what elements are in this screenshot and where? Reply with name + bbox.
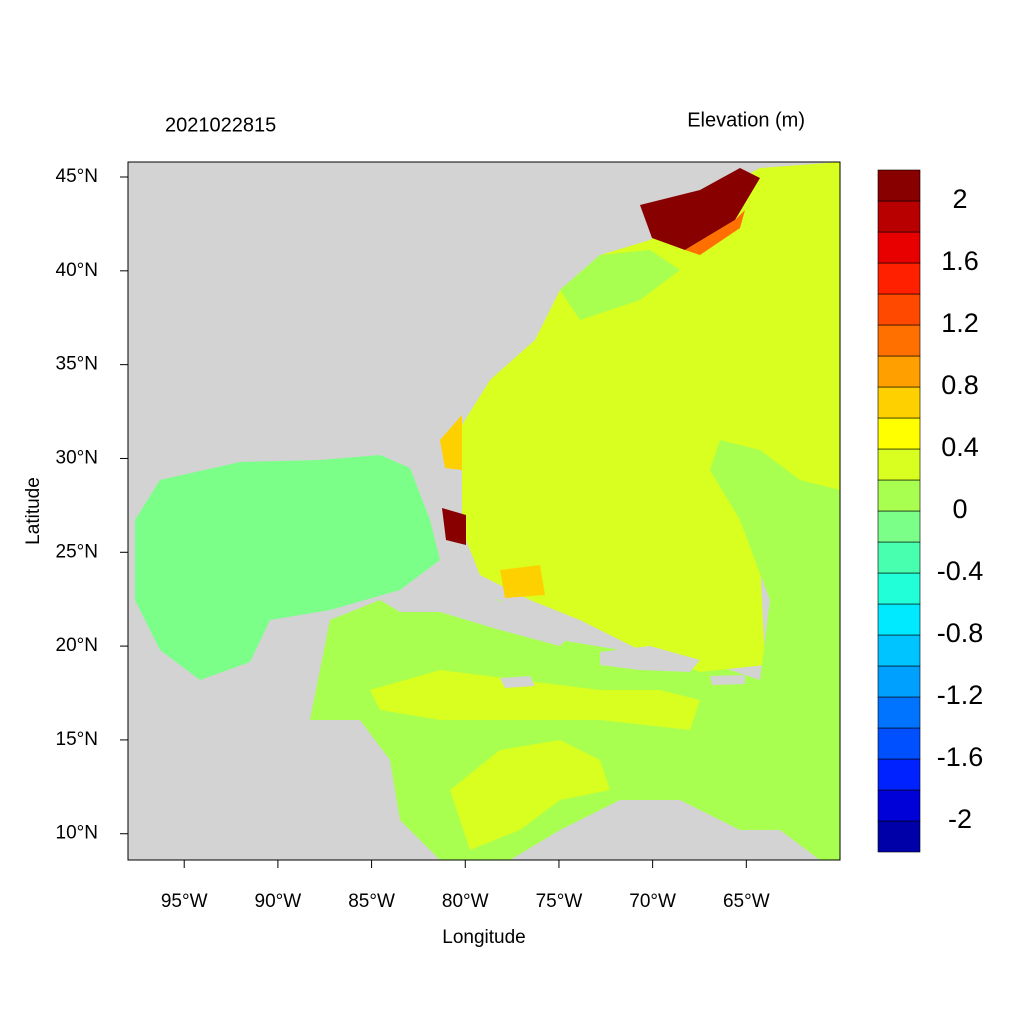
x-tick-label: 75°W	[536, 891, 583, 912]
y-tick-label: 35°N	[56, 354, 98, 375]
atlantic	[462, 162, 840, 672]
colorbar-box	[877, 820, 921, 853]
colorbar-label: 0	[952, 494, 967, 524]
south-florida	[442, 508, 466, 545]
y-tick-label: 10°N	[56, 823, 98, 844]
map-title: 2021022815	[165, 114, 276, 136]
colorbar-box	[877, 448, 921, 481]
colorbar-box	[877, 634, 921, 667]
colorbar-label: 1.2	[941, 308, 979, 338]
colorbar-box	[877, 293, 921, 326]
colorbar-box	[877, 758, 921, 791]
y-tick-label: 45°N	[56, 166, 98, 187]
gulf-of-mexico	[135, 455, 440, 680]
colorbar-box	[877, 169, 921, 202]
y-tick-label: 15°N	[56, 729, 98, 750]
colorbar-box	[877, 417, 921, 450]
colorbar-label: -1.6	[937, 742, 984, 772]
x-tick-label: 80°W	[442, 891, 489, 912]
colorbar-box	[877, 572, 921, 605]
colorbar-label: -0.8	[937, 618, 984, 648]
colorbar-label: -1.2	[937, 680, 984, 710]
y-axis-label: Latitude	[23, 477, 44, 545]
east-atlantic	[710, 440, 840, 860]
colorbar-box	[877, 665, 921, 698]
colorbar-box	[877, 200, 921, 233]
colorbar-label: 1.6	[941, 246, 979, 276]
gulf-of-maine-edge	[685, 210, 745, 255]
colorbar: -2 -1.6 -1.2 -0.8 -0.4 0 0.4 0.8 1.2 1.6 2	[877, 169, 984, 853]
colorbar-box	[877, 603, 921, 636]
caribbean-band	[370, 670, 700, 730]
y-tick-label: 25°N	[56, 541, 98, 562]
colorbar-box	[877, 510, 921, 543]
georgia-bight	[440, 415, 462, 470]
colorbar-label: -0.4	[937, 556, 984, 586]
caribbean	[310, 590, 840, 860]
variable-label: Elevation (m)	[687, 109, 805, 131]
colorbar-label: 0.8	[941, 370, 979, 400]
axes: 95°W 90°W 85°W 80°W 75°W 70°W 65°W 10°N 15°N 20°N…	[56, 166, 770, 912]
x-tick-label: 95°W	[161, 891, 208, 912]
puerto-rico	[710, 675, 745, 685]
cuba	[380, 588, 572, 646]
x-axis-label: Longitude	[442, 927, 525, 948]
colorbar-box	[877, 479, 921, 512]
y-tick-label: 30°N	[56, 447, 98, 468]
shelf	[560, 250, 680, 320]
y-tick-label: 40°N	[56, 260, 98, 281]
colorbar-label: 2	[952, 184, 967, 214]
colorbar-label: -2	[948, 804, 972, 834]
jamaica	[500, 676, 535, 688]
islands	[380, 588, 745, 688]
colorbar-box	[877, 324, 921, 357]
colorbar-box	[877, 789, 921, 822]
x-tick-label: 85°W	[348, 891, 395, 912]
hispaniola	[600, 646, 700, 672]
colorbar-box	[877, 727, 921, 760]
colorbar-box	[877, 262, 921, 295]
x-tick-label: 70°W	[629, 891, 676, 912]
sea-surface	[135, 162, 840, 860]
bahamas-bank	[500, 565, 545, 598]
colorbar-box	[877, 541, 921, 574]
plot-frame	[127, 161, 841, 861]
x-tick-label: 65°W	[723, 891, 770, 912]
y-tick-label: 20°N	[56, 635, 98, 656]
colorbar-label: 0.4	[941, 432, 979, 462]
colorbar-box	[877, 231, 921, 264]
x-tick-label: 90°W	[255, 891, 302, 912]
colorbar-box	[877, 696, 921, 729]
colorbar-box	[877, 355, 921, 388]
gulf-of-maine	[640, 168, 760, 250]
colorbar-box	[877, 386, 921, 419]
venezuela-basin	[450, 740, 610, 850]
